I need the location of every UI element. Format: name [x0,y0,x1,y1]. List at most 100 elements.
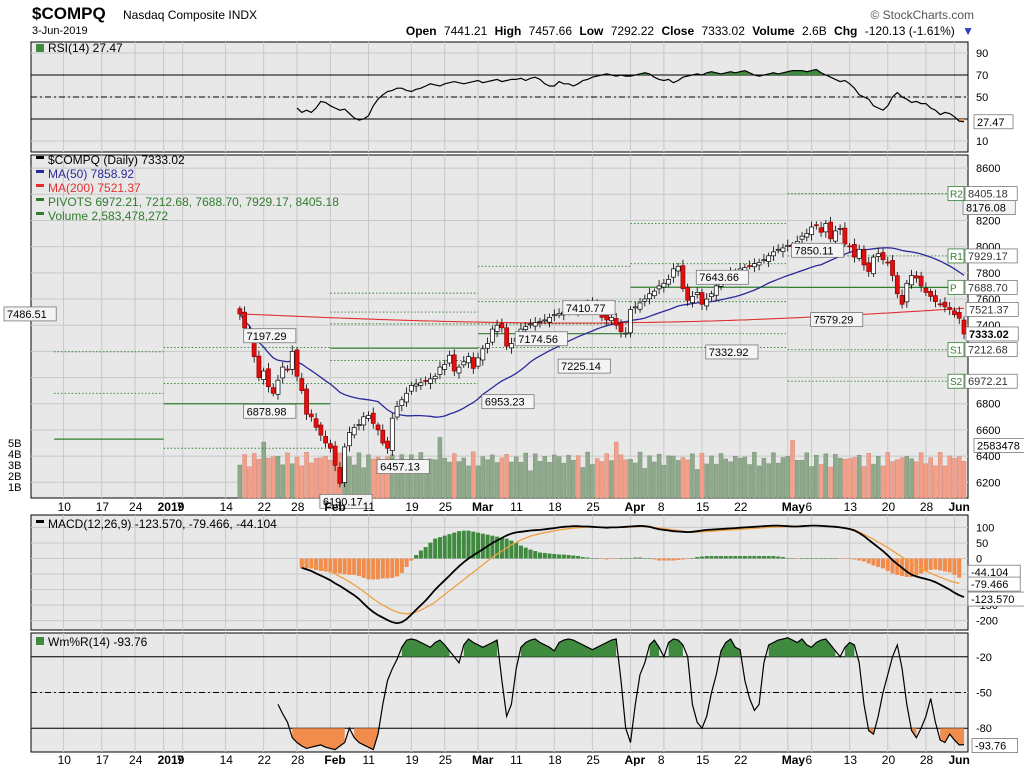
low-value: 7292.22 [610,24,655,38]
price-annotation-box [514,331,568,347]
macd-histogram-bar [766,556,771,559]
candle-body [542,319,548,322]
wr-x-label: 28 [291,753,305,766]
candle-body [389,417,395,451]
price-annotation: 6953.23 [485,397,525,409]
volume-bar [690,453,695,499]
volume-bar [685,459,690,499]
volume-bar [957,456,962,499]
price-legend-swatch [36,184,44,187]
close-label: Close [661,24,695,38]
candle-body [313,418,319,428]
volume-bar [275,456,281,499]
macd-histogram-bar [738,556,743,559]
wr-x-label: 7 [177,753,184,766]
pivot-value: 7333.02 [969,329,1009,341]
candle-body [289,351,295,370]
macd-histogram-bar [923,558,928,572]
volume-bar [795,460,800,499]
macd-histogram-bar [333,558,338,574]
volume-tick-label: 5B [8,438,21,450]
candle-body [623,332,629,335]
wr-x-label: 19 [405,753,419,766]
candle-body [413,383,419,387]
price-x-label: 6 [806,500,813,514]
volume-bar [728,461,733,499]
pivot-tag-box [947,342,965,358]
candle-body [671,268,676,278]
macd-histogram-bar [314,558,319,570]
macd-histogram-bar [542,553,547,559]
macd-histogram-bar [547,553,552,559]
volume-bar [609,460,614,499]
candle-body [799,235,805,240]
candle-body [690,296,695,303]
volume-bar [909,458,914,499]
wr-x-label: 2019 [158,753,185,766]
volume-bar [504,454,509,499]
macd-histogram-bar [375,558,381,580]
macd-histogram-bar [676,558,681,561]
candle-body [771,251,776,257]
brand-logo[interactable]: © StockCharts.com [870,8,974,22]
volume-bar [418,452,424,499]
volume-bar [785,456,790,499]
volume-bar [247,466,252,499]
volume-bar [942,465,948,499]
macd-histogram-bar [585,557,590,559]
macd-histogram-bar [757,556,762,559]
volume-bar [485,459,490,499]
volume-bar [937,452,943,499]
candle-body [880,252,886,261]
candle-body [952,310,957,316]
volume-bar [818,464,824,499]
candle-body [937,303,943,306]
volume-bar [437,437,443,499]
macd-histogram-bar [614,558,619,560]
volume-bar [895,459,900,499]
volume-bar [809,466,814,499]
volume-bar [490,454,495,499]
candle-body [923,287,929,293]
y-tick-label: 90 [976,48,988,60]
candle-body [785,244,791,247]
candle-body [647,293,652,300]
volume-bar [456,461,462,499]
volume-bar [471,451,476,499]
volume-bar [242,454,247,499]
macd-histogram-bar [609,558,614,560]
volume-bar [652,461,657,499]
rsi-last-value-box [973,114,1014,130]
price-x-label: 28 [291,500,305,514]
price-x-label: 11 [510,500,523,514]
volume-bar [699,453,705,499]
macd-histogram-bar [309,558,314,569]
volume-bar [480,456,486,499]
candle-body [237,308,243,315]
macd-histogram-bar [785,558,790,559]
wr-x-label: 17 [96,753,110,766]
candle-body [747,265,752,267]
volume-bar [718,453,724,499]
price-annotation-box [791,242,845,258]
candle-body [308,413,314,418]
volume-bar [428,458,433,499]
volume-bar [866,453,871,499]
macd-histogram-bar [342,558,347,575]
y-tick-label: 50 [976,92,988,104]
candle-body [928,291,934,297]
macd-histogram-bar [414,555,419,559]
candle-body [818,227,824,233]
macd-histogram-bar [695,557,700,559]
wr-x-label: 11 [510,753,523,766]
candle-body [423,380,429,382]
macd-histogram-bar [838,558,843,560]
candle-body [408,385,414,392]
candle-body [270,387,276,394]
volume-bar [694,469,700,499]
macd-histogram-bar [952,558,957,575]
pivot-tag-box [947,186,965,202]
volume-bar [494,462,500,499]
macd-histogram-bar [814,558,819,559]
